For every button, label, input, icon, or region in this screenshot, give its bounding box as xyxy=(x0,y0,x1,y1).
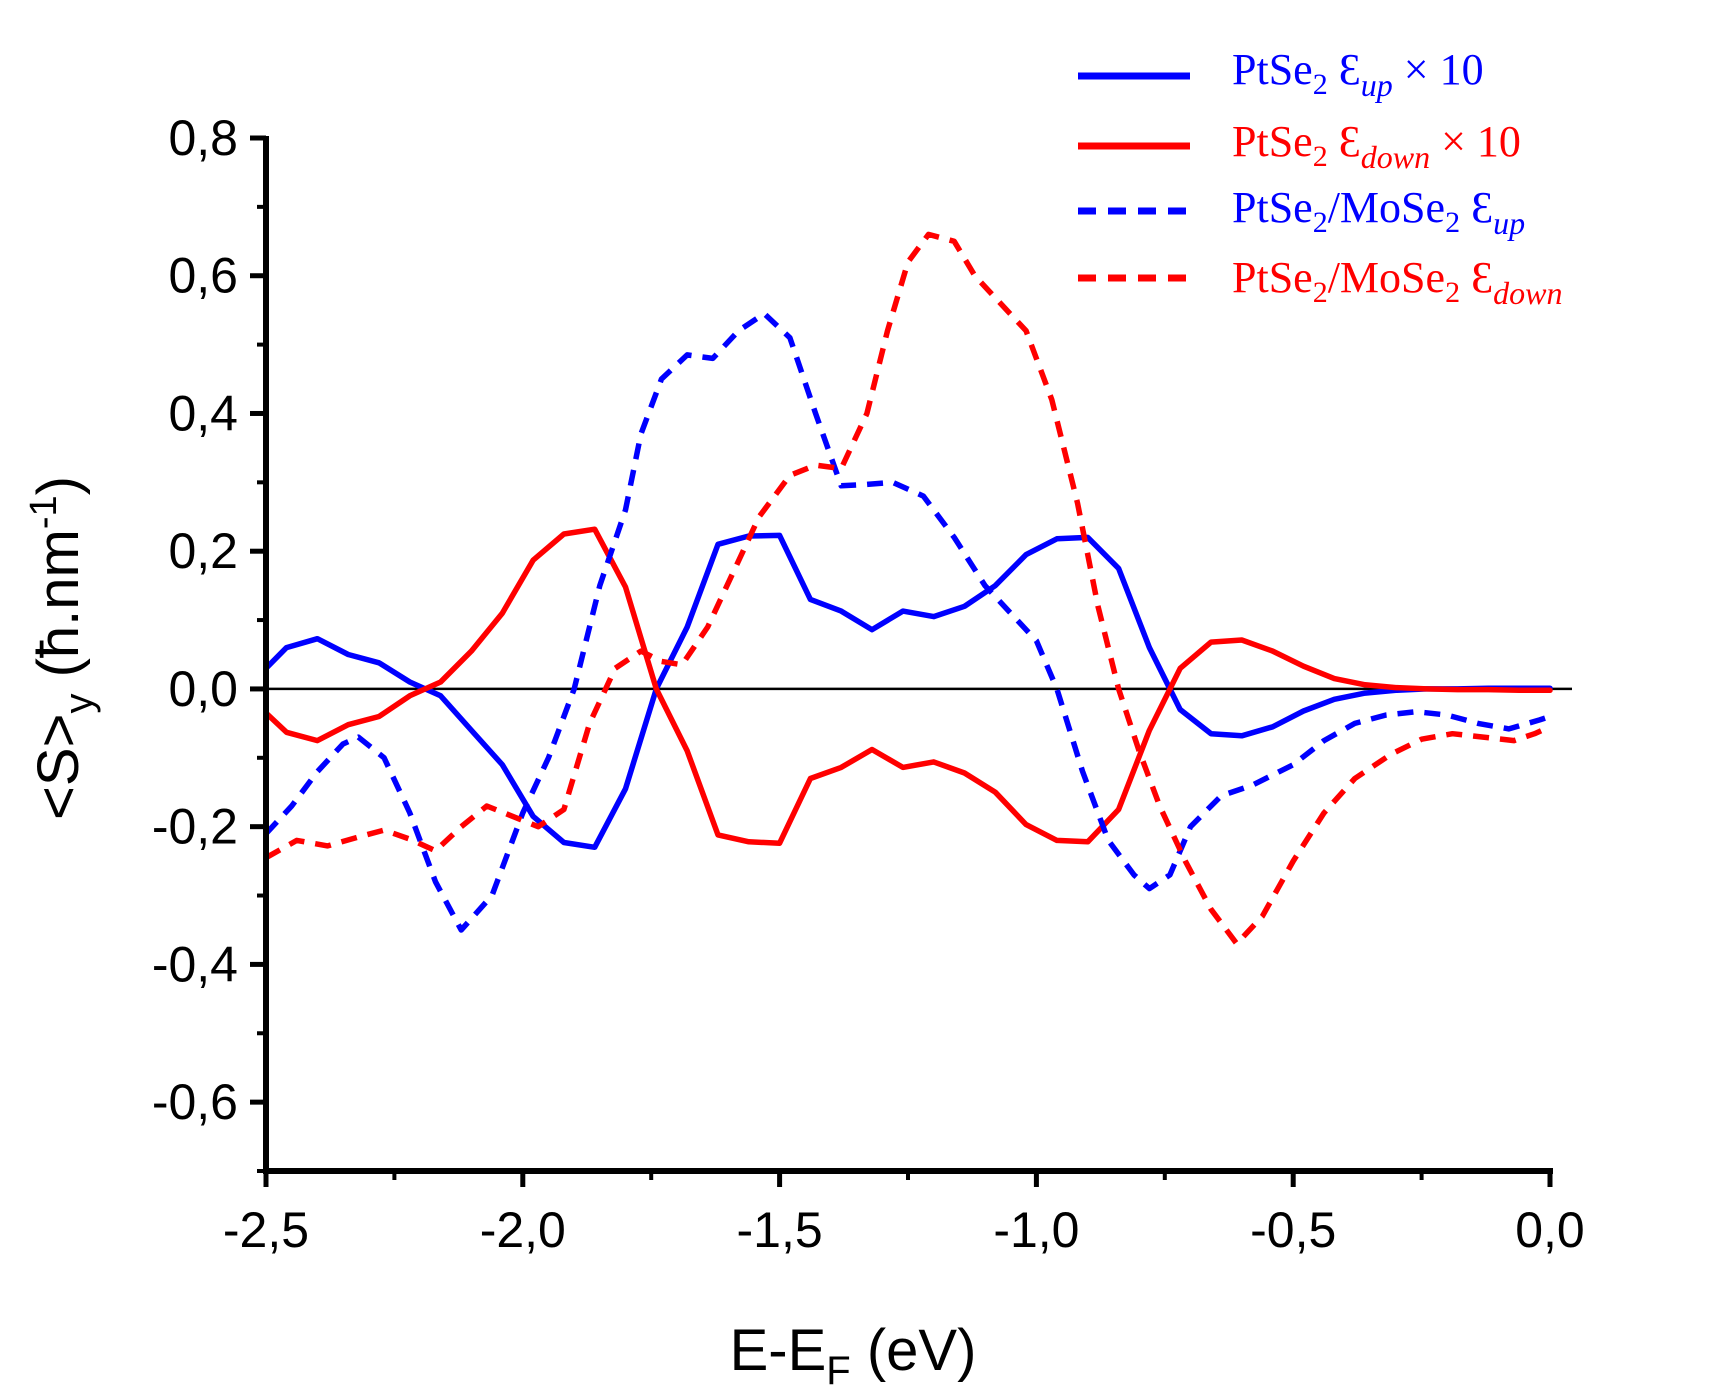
y-tick-label: 0,0 xyxy=(168,661,238,717)
legend-entry-hetero-down: PtSe2/MoSe2 Ɛdown xyxy=(1078,253,1562,311)
x-tick-label: -1,0 xyxy=(993,1202,1079,1258)
tick-labels: -0,6 -0,4 -0,2 0,0 0,2 0,4 0,6 0,8 -2,5 -2,0 -1,5 -… xyxy=(152,110,1585,1258)
legend-label-ptse2-down: PtSe2 Ɛdown × 10 xyxy=(1232,117,1521,175)
legend-entry-ptse2-up: PtSe2 Ɛup × 10 xyxy=(1078,45,1484,103)
series-line-3 xyxy=(264,231,1552,947)
y-tick-label: -0,4 xyxy=(152,936,238,992)
series-line-2 xyxy=(263,310,1551,933)
y-tick-label: 0,6 xyxy=(168,248,238,304)
x-tick-label: -0,5 xyxy=(1250,1202,1336,1258)
x-tick-label: -1,5 xyxy=(737,1202,823,1258)
y-tick-label: 0,2 xyxy=(168,523,238,579)
x-tick-label: -2,5 xyxy=(223,1202,309,1258)
y-tick-label: -0,2 xyxy=(152,799,238,855)
plot-area xyxy=(263,231,1572,947)
legend-entry-ptse2-down: PtSe2 Ɛdown × 10 xyxy=(1078,117,1521,175)
series-line-1 xyxy=(263,526,1553,846)
legend-label-hetero-up: PtSe2/MoSe2 Ɛup xyxy=(1232,183,1525,241)
axes xyxy=(250,135,1553,1187)
y-axis-title: <S>y (ħ.nm-1) xyxy=(23,476,101,820)
legend-label-hetero-down: PtSe2/MoSe2 Ɛdown xyxy=(1232,253,1562,311)
legend-label-ptse2-up: PtSe2 Ɛup × 10 xyxy=(1232,45,1484,103)
series-line-0 xyxy=(263,532,1553,851)
legend-entry-hetero-up: PtSe2/MoSe2 Ɛup xyxy=(1078,183,1525,241)
y-tick-label: 0,8 xyxy=(168,110,238,166)
x-tick-label: 0,0 xyxy=(1515,1202,1585,1258)
y-tick-label: -0,6 xyxy=(152,1074,238,1130)
y-tick-label: 0,4 xyxy=(168,385,238,441)
x-tick-label: -2,0 xyxy=(480,1202,566,1258)
x-axis-title: E-EF (eV) xyxy=(730,1318,977,1392)
legend: PtSe2 Ɛup × 10 PtSe2 Ɛdown × 10 PtSe2/Mo… xyxy=(1078,45,1562,311)
